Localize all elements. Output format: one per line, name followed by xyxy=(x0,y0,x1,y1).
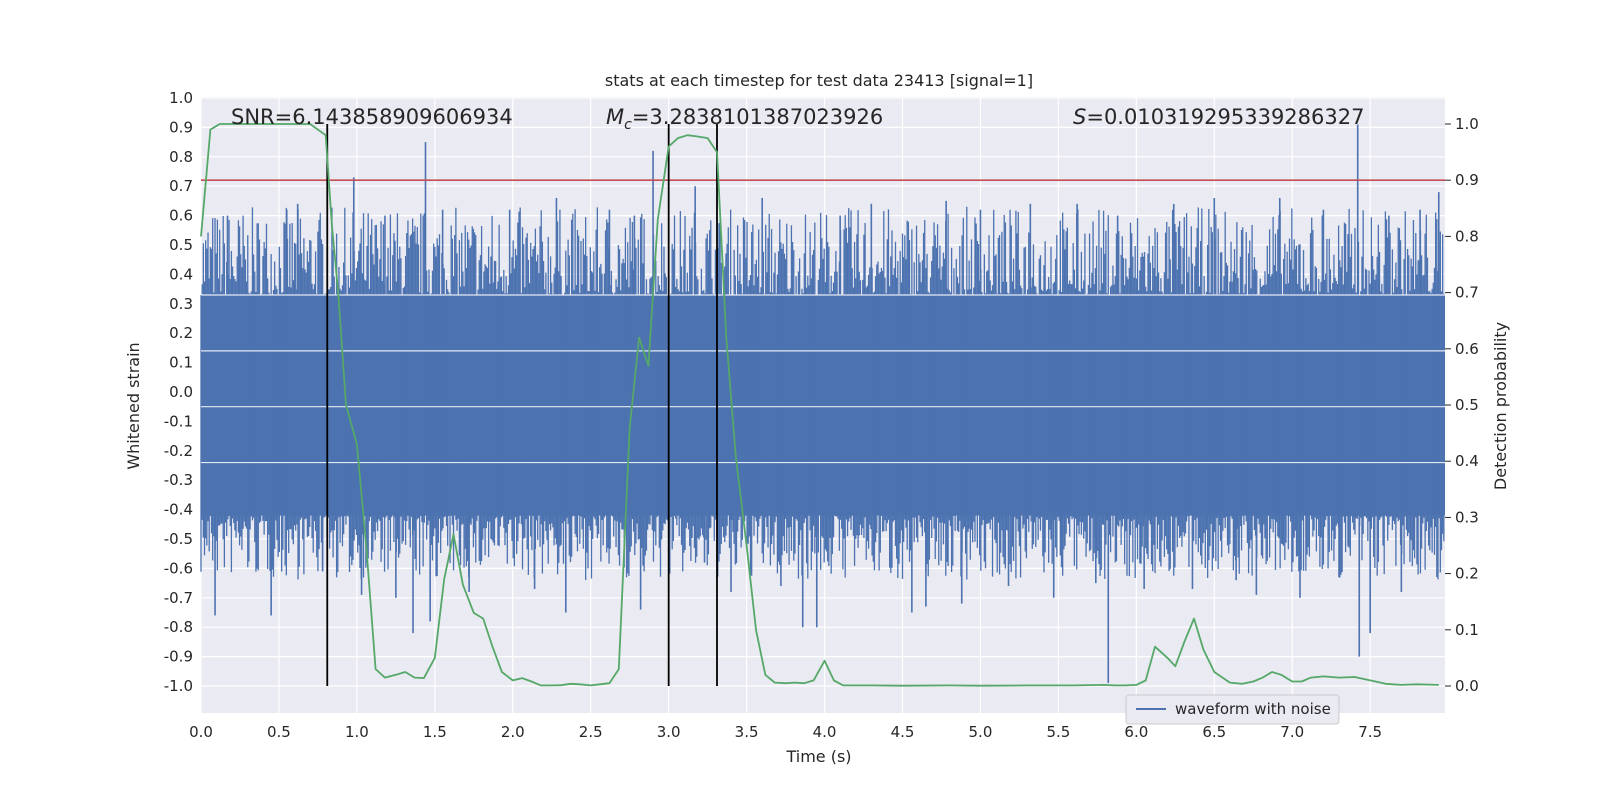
s-symbol: S xyxy=(1073,105,1086,129)
legend-label: waveform with noise xyxy=(1175,700,1331,718)
x-tick-label: 4.5 xyxy=(891,723,915,741)
x-tick-label: 2.5 xyxy=(579,723,603,741)
y-right-tick-label: 1.0 xyxy=(1455,115,1479,133)
chirp-mass-annotation: Mc=3.2838101387023926 xyxy=(606,105,883,133)
y-left-tick-label: -0.4 xyxy=(164,501,193,519)
x-tick-label: 1.0 xyxy=(345,723,369,741)
x-tick-label: 0.5 xyxy=(267,723,291,741)
y-left-tick-label: 0.9 xyxy=(169,118,193,136)
probability-line xyxy=(200,123,1439,687)
x-tick-label: 3.5 xyxy=(735,723,759,741)
y-left-tick-label: 0.6 xyxy=(169,207,193,225)
y-left-tick-label: -0.9 xyxy=(164,648,193,666)
y-axis-left-label: Whitened strain xyxy=(124,342,143,469)
x-axis-label: Time (s) xyxy=(785,747,851,766)
axis-ticks: 0.0 0.5 1.0 1.5 2.0 2.5 3.0 3.5 4.0 4.5 5.0 5.5 6.0 6… xyxy=(164,89,1479,741)
y-left-tick-label: 0.3 xyxy=(169,295,193,313)
y-right-tick-label: 0.3 xyxy=(1455,508,1479,526)
legend-box xyxy=(1125,694,1340,725)
y-left-tick-label: 0.1 xyxy=(169,354,193,372)
x-tick-label: 0.0 xyxy=(189,723,213,741)
x-tick-label: 6.5 xyxy=(1202,723,1226,741)
y-left-tick-label: 0.8 xyxy=(169,148,193,166)
event-markers xyxy=(326,124,718,686)
chart-title: stats at each timestep for test data 234… xyxy=(605,71,1033,90)
x-tick-label: 4.0 xyxy=(813,723,837,741)
y-right-tick-label: 0.8 xyxy=(1455,227,1479,245)
y-right-tick-label: 0.9 xyxy=(1455,171,1479,189)
y-left-tick-label: -0.5 xyxy=(164,530,193,548)
y-left-tick-label: 0.7 xyxy=(169,177,193,195)
y-left-tick-label: -1.0 xyxy=(164,677,193,695)
x-tick-label: 7.0 xyxy=(1280,723,1304,741)
s-value: =0.010319295339286327 xyxy=(1086,105,1364,129)
y-right-tick-label: 0.1 xyxy=(1455,621,1479,639)
y-left-tick-label: 0.5 xyxy=(169,236,193,254)
x-tick-label: 7.5 xyxy=(1358,723,1382,741)
y-left-tick-label: -0.2 xyxy=(164,442,193,460)
y-left-tick-label: -0.7 xyxy=(164,589,193,607)
y-left-tick-label: 0.2 xyxy=(169,324,193,342)
y-left-tick-label: -0.3 xyxy=(164,471,193,489)
mc-symbol: M xyxy=(606,105,624,129)
probability-series xyxy=(200,123,1439,687)
y-right-tick-label: 0.2 xyxy=(1455,565,1479,583)
mc-subscript: c xyxy=(624,117,632,133)
y-left-tick-label: -0.6 xyxy=(164,559,193,577)
x-tick-label: 5.5 xyxy=(1046,723,1070,741)
x-tick-label: 5.0 xyxy=(969,723,993,741)
mc-value: =3.2838101387023926 xyxy=(632,105,883,129)
y-right-tick-label: 0.4 xyxy=(1455,452,1479,470)
snr-annotation: SNR=6.143858909606934 xyxy=(231,105,513,129)
y-left-tick-label: 1.0 xyxy=(169,89,193,107)
y-left-tick-label: -0.8 xyxy=(164,618,193,636)
legend: waveform with noise xyxy=(1125,694,1340,725)
y-right-tick-label: 0.0 xyxy=(1455,677,1479,695)
x-tick-label: 6.0 xyxy=(1124,723,1148,741)
s-annotation: S=0.010319295339286327 xyxy=(1073,105,1364,129)
y-left-tick-label: 0.4 xyxy=(169,265,193,283)
y-left-tick-label: 0.0 xyxy=(169,383,193,401)
waveform-series xyxy=(200,124,1445,684)
y-left-tick-label: -0.1 xyxy=(164,412,193,430)
x-tick-label: 3.0 xyxy=(657,723,681,741)
x-tick-label: 2.0 xyxy=(501,723,525,741)
x-tick-label: 1.5 xyxy=(423,723,447,741)
y-right-tick-label: 0.5 xyxy=(1455,396,1479,414)
y-axis-right-label: Detection probability xyxy=(1491,322,1510,490)
y-right-tick-label: 0.6 xyxy=(1455,340,1479,358)
y-right-tick-label: 0.7 xyxy=(1455,284,1479,302)
